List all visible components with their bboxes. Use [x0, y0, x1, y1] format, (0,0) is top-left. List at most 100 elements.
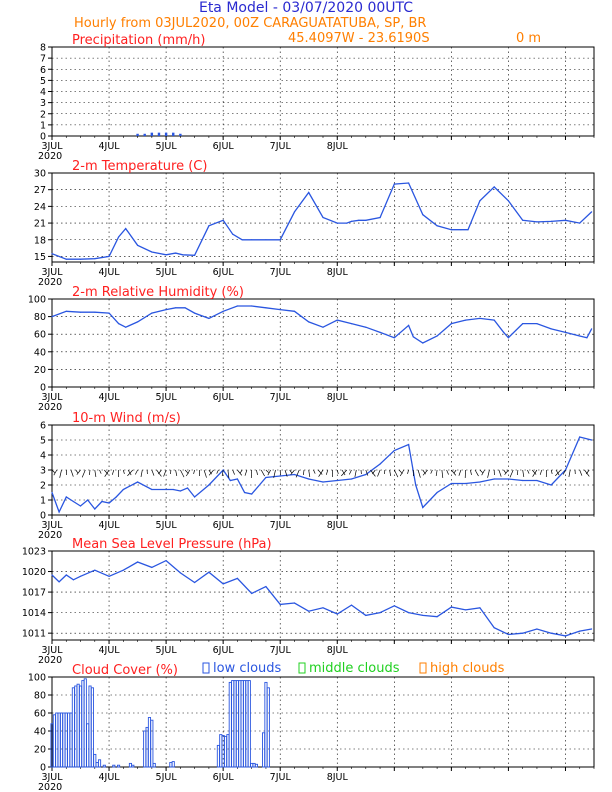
data-point: [308, 321, 310, 323]
data-point: [241, 239, 243, 241]
data-point: [479, 607, 481, 609]
data-point: [422, 614, 424, 617]
data-point: [279, 475, 281, 477]
legend-swatch-middle: [298, 662, 306, 674]
data-point: [550, 220, 552, 222]
data-point: [393, 337, 395, 339]
y-tick-label: 2: [40, 481, 46, 492]
data-point: [308, 478, 310, 480]
data-point: [293, 211, 296, 213]
cloud-bar-low: [64, 712, 68, 768]
data-point: [251, 493, 253, 495]
data-point: [365, 326, 367, 328]
wind-barb: [104, 469, 110, 477]
x-tick-label: 8JUL: [327, 141, 349, 152]
data-point: [165, 488, 167, 491]
wind-barb: [237, 469, 243, 476]
wind-barb: [487, 469, 490, 478]
data-point: [450, 482, 452, 485]
wind-barb: [175, 469, 178, 476]
cloud-bar-low: [59, 712, 64, 768]
wind-barb: [435, 469, 438, 476]
data-point: [293, 310, 296, 312]
year-label: 2020: [38, 151, 62, 162]
legend-label-low: low clouds: [213, 661, 282, 676]
data-point: [350, 220, 353, 222]
y-tick-label: 60: [34, 709, 46, 720]
wind-barb: [481, 469, 485, 476]
wind-barb: [550, 469, 553, 474]
wind-barb: [122, 469, 125, 474]
cloud-bar-low: [171, 761, 175, 768]
data-point: [436, 491, 438, 494]
data-point: [379, 612, 381, 614]
panel-4: 1011 1014 1017 1020 1023 3JUL 4JUL 5JUL 6JUL 7JUL…: [22, 537, 595, 666]
y-tick-label: 0: [40, 132, 46, 143]
wind-barb: [430, 469, 433, 474]
data-point: [365, 219, 367, 221]
cloud-bar-low: [81, 680, 85, 768]
data-point: [222, 583, 224, 585]
data-point: [151, 251, 153, 253]
y-tick-label: 30: [34, 169, 46, 180]
data-point: [184, 307, 186, 309]
data-point: [365, 614, 367, 617]
data-point: [408, 443, 410, 446]
data-point: [365, 473, 367, 476]
data-point: [87, 499, 89, 501]
wind-barb: [208, 469, 212, 475]
wind-barb: [453, 469, 457, 474]
data-point: [108, 502, 110, 504]
data-point: [507, 200, 509, 202]
wind-barb: [377, 469, 381, 477]
cloud-bar-low: [228, 681, 232, 768]
x-tick-label: 7JUL: [270, 772, 292, 783]
wind-barb: [417, 469, 421, 478]
x-tick-label: 5JUL: [156, 645, 178, 656]
cloud-bar-low: [169, 762, 173, 768]
y-tick-label: 80: [34, 312, 46, 323]
data-point: [467, 229, 469, 231]
data-point: [393, 183, 395, 185]
data-point: [293, 602, 296, 604]
cloud-bar-low: [152, 762, 156, 768]
data-point: [122, 569, 124, 571]
wind-barb: [470, 469, 472, 475]
cloud-bar-low: [93, 753, 97, 768]
wind-barb: [393, 469, 399, 478]
y-tick-label: 24: [34, 202, 46, 213]
data-point: [336, 222, 338, 224]
cloud-bar-low: [145, 726, 149, 768]
panel-frame: [51, 172, 595, 263]
data-point: [507, 337, 509, 339]
wind-barb: [151, 469, 155, 476]
wind-barb: [180, 469, 185, 478]
data-point: [350, 604, 353, 606]
data-point: [336, 319, 338, 321]
wind-barb: [265, 469, 270, 474]
legend-label-high: high clouds: [430, 661, 505, 676]
data-point: [379, 463, 381, 465]
wind-barb: [555, 469, 560, 476]
x-tick-label: 7JUL: [270, 267, 292, 278]
data-point: [122, 488, 124, 491]
wind-barb: [208, 469, 214, 476]
data-point: [479, 481, 481, 483]
data-point: [232, 233, 234, 235]
wind-barb: [372, 469, 376, 475]
y-tick-label: 20: [34, 745, 46, 756]
data-point: [151, 566, 153, 569]
data-point: [591, 211, 593, 213]
data-point: [579, 630, 581, 632]
data-point: [408, 324, 410, 326]
wind-barb: [203, 469, 207, 478]
data-point: [550, 484, 552, 486]
data-point: [586, 337, 588, 339]
cloud-bar-low: [223, 735, 228, 768]
cloud-bar-low: [235, 680, 239, 768]
data-point: [503, 331, 505, 333]
y-tick-label: 20: [34, 365, 46, 376]
wind-barb: [365, 469, 369, 476]
